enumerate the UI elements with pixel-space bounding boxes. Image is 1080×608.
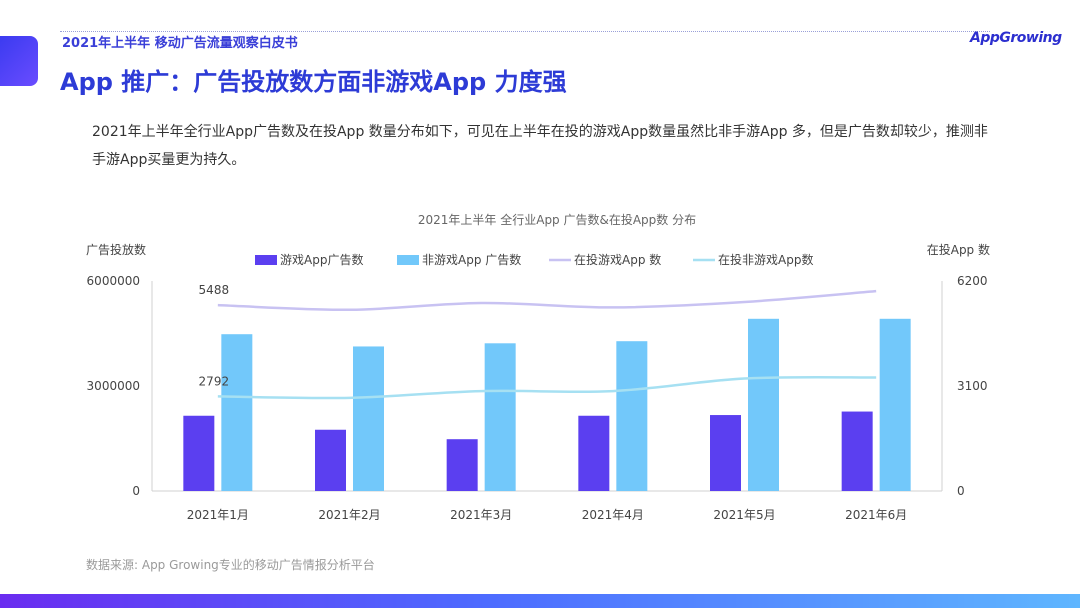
data-label: 2792	[199, 374, 230, 388]
bar-nongame	[221, 334, 253, 491]
bar-game	[315, 429, 346, 491]
appgrowing-logo: AppGrowing	[970, 30, 1062, 46]
x-tick-label: 2021年5月	[713, 508, 775, 522]
legend-label: 在投非游戏App数	[718, 252, 813, 267]
bar-nongame	[879, 318, 911, 491]
bar-game	[841, 411, 873, 491]
y-tick-label: 3000000	[87, 379, 140, 393]
chart-title: 2021年上半年 全行业App 广告数&在投App数 分布	[418, 212, 696, 227]
legend-label: 非游戏App 广告数	[422, 252, 521, 267]
x-tick-label: 2021年3月	[450, 508, 512, 522]
legend-swatch	[255, 255, 277, 265]
bar-nongame	[748, 318, 779, 491]
bar-nongame	[484, 343, 516, 491]
legend-label: 游戏App广告数	[280, 252, 363, 267]
header-divider	[60, 30, 990, 32]
bar-game	[183, 415, 215, 491]
bar-nongame	[353, 346, 384, 491]
y-tick-label: 0	[132, 484, 140, 498]
y2-axis-label: 在投App 数	[927, 242, 990, 257]
page-title: App 推广：广告投放数方面非游戏App 力度强	[60, 68, 567, 96]
legend-swatch	[397, 255, 419, 265]
bar-game	[446, 439, 478, 491]
y2-tick-label: 3100	[957, 379, 988, 393]
x-tick-label: 2021年4月	[582, 508, 644, 522]
y2-tick-label: 6200	[957, 274, 988, 288]
line-game-apps	[217, 289, 877, 312]
description-text: 2021年上半年全行业App广告数及在投App 数量分布如下，可见在上半年在投的…	[92, 124, 988, 168]
line-nongame-apps	[217, 376, 877, 400]
bottom-gradient-bar	[0, 594, 1080, 608]
x-tick-label: 2021年6月	[845, 508, 907, 522]
y-tick-label: 6000000	[87, 274, 140, 288]
data-label: 5488	[199, 283, 230, 297]
legend-label: 在投游戏App 数	[574, 252, 661, 267]
accent-bar	[0, 36, 38, 86]
x-tick-label: 2021年2月	[318, 508, 380, 522]
bar-game	[710, 415, 741, 491]
bar-game	[578, 415, 610, 491]
y2-tick-label: 0	[957, 484, 965, 498]
x-tick-label: 2021年1月	[187, 508, 249, 522]
bar-nongame	[616, 341, 648, 491]
y-axis-label: 广告投放数	[86, 242, 146, 257]
data-source-note: 数据来源: App Growing专业的移动广告情报分析平台	[86, 558, 375, 572]
report-title: 2021年上半年 移动广告流量观察白皮书	[62, 36, 298, 51]
